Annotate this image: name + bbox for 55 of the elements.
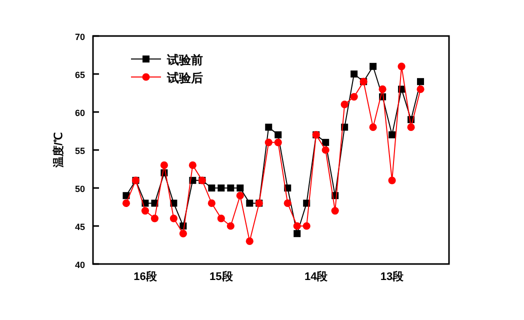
point xyxy=(398,62,406,70)
point xyxy=(331,207,339,215)
y-tick-label: 65 xyxy=(74,70,85,80)
point xyxy=(208,184,216,192)
point xyxy=(274,138,282,146)
point xyxy=(369,123,377,131)
y-tick-label: 45 xyxy=(74,222,85,232)
point xyxy=(293,222,301,230)
point xyxy=(417,78,424,86)
point xyxy=(150,214,159,222)
point xyxy=(340,100,348,108)
point xyxy=(217,214,225,222)
x-tick-label: 16段 xyxy=(134,270,158,283)
point xyxy=(302,222,310,230)
point xyxy=(246,200,254,207)
x-tick-label: 13段 xyxy=(380,270,405,283)
point xyxy=(388,131,396,138)
y-tick-label: 70 xyxy=(74,32,85,42)
point xyxy=(265,124,272,131)
point xyxy=(264,138,272,146)
point xyxy=(141,207,150,215)
point xyxy=(407,123,415,131)
point xyxy=(246,237,254,245)
point xyxy=(122,199,130,207)
point xyxy=(274,131,282,138)
point xyxy=(188,161,196,169)
point xyxy=(226,222,234,230)
point xyxy=(170,214,178,222)
point xyxy=(370,62,377,70)
point xyxy=(350,70,358,78)
point xyxy=(322,138,330,146)
legend-label: 试验后 xyxy=(166,71,203,85)
y-tick-label: 40 xyxy=(74,260,85,270)
point xyxy=(160,161,168,169)
point xyxy=(416,85,424,93)
point xyxy=(378,85,386,93)
point xyxy=(236,192,244,200)
point xyxy=(322,146,330,154)
y-tick-label: 55 xyxy=(74,146,85,156)
point xyxy=(122,192,130,200)
point xyxy=(227,184,234,192)
y-tick-label: 50 xyxy=(74,184,85,194)
y-axis-title: 温度/℃ xyxy=(52,132,65,169)
point xyxy=(218,184,225,192)
point xyxy=(179,230,187,238)
point xyxy=(208,199,216,207)
point xyxy=(388,176,396,184)
point xyxy=(294,230,301,238)
y-tick-label: 60 xyxy=(74,108,85,118)
x-tick-label: 14段 xyxy=(304,270,329,283)
point xyxy=(350,93,358,101)
x-tick-label: 15段 xyxy=(210,270,234,283)
legend-label: 试验前 xyxy=(166,53,203,67)
point xyxy=(236,184,244,192)
point xyxy=(284,199,292,207)
